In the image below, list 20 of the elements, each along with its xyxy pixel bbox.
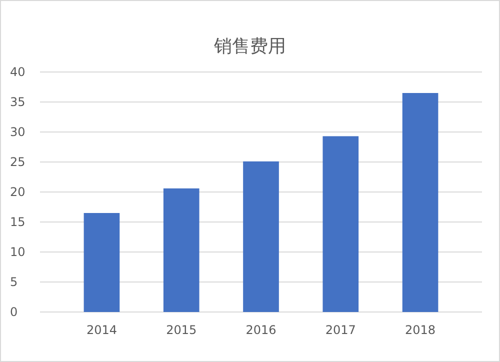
x-tick-label: 2018 [405,323,436,337]
x-tick-label: 2014 [86,323,117,337]
x-tick-label: 2016 [246,323,276,337]
y-tick-label: 20 [10,185,26,200]
y-tick-label: 0 [10,305,18,320]
y-tick-label: 40 [10,65,26,80]
bar [402,93,438,312]
y-tick-label: 15 [10,215,26,230]
chart-title: 销售费用 [213,36,286,57]
y-tick-label: 10 [10,245,26,260]
bar [163,188,200,312]
y-tick-label: 5 [10,275,18,290]
y-tick-label: 35 [10,95,26,110]
y-tick-label: 25 [10,155,26,170]
bar [243,161,279,312]
x-tick-label: 2017 [325,323,356,337]
bar [84,213,120,312]
bar [322,136,359,312]
y-tick-label: 30 [10,125,26,140]
x-tick-label: 2015 [166,323,197,337]
